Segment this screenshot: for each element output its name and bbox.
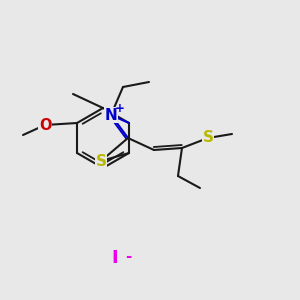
Text: I: I: [112, 249, 118, 267]
Text: +: +: [115, 103, 125, 116]
Text: S: S: [202, 130, 214, 146]
Text: -: -: [125, 248, 131, 263]
Text: N: N: [105, 107, 117, 122]
Text: O: O: [39, 118, 51, 133]
Text: S: S: [95, 154, 106, 169]
